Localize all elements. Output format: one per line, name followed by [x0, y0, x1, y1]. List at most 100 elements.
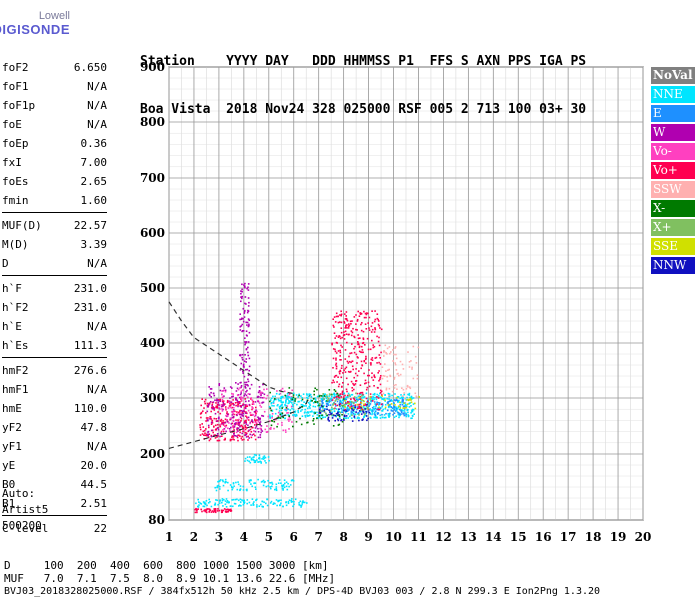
echo-point	[401, 411, 403, 414]
echo-point	[368, 405, 370, 408]
echo-point	[374, 318, 377, 321]
echo-point	[244, 343, 246, 346]
echo-point	[407, 351, 409, 353]
echo-point	[381, 403, 384, 405]
echo-point	[336, 404, 339, 407]
echo-point	[237, 499, 240, 502]
echo-point	[343, 419, 345, 421]
echo-point	[368, 316, 371, 319]
echo-point	[241, 323, 244, 326]
echo-point	[224, 426, 227, 428]
echo-point	[356, 400, 359, 402]
echo-point	[281, 412, 284, 415]
echo-point	[201, 433, 204, 435]
echo-point	[211, 429, 214, 432]
echo-point	[281, 414, 283, 416]
echo-point	[415, 395, 418, 397]
echo-point	[234, 435, 237, 437]
echo-point	[369, 413, 371, 415]
echo-point	[359, 392, 361, 395]
echo-point	[241, 439, 244, 441]
echo-point	[338, 397, 341, 399]
echo-point	[240, 292, 242, 295]
echo-point	[361, 391, 364, 394]
param-name: hmF2	[2, 364, 29, 377]
echo-point	[256, 504, 258, 506]
echo-point	[395, 369, 398, 371]
echo-point	[353, 336, 356, 339]
echo-point	[300, 403, 303, 406]
echo-point	[292, 425, 294, 428]
echo-point	[204, 429, 206, 432]
echo-point	[319, 406, 321, 408]
echo-point	[305, 405, 307, 407]
echo-point	[331, 411, 333, 414]
echo-point	[214, 508, 217, 510]
echo-point	[337, 376, 339, 378]
echo-point	[239, 409, 241, 412]
echo-point	[337, 321, 340, 324]
echo-point	[362, 411, 365, 414]
echo-point	[221, 408, 223, 410]
echo-point	[320, 397, 323, 400]
echo-point	[262, 458, 265, 460]
echo-point	[245, 330, 248, 332]
echo-point	[327, 418, 329, 420]
echo-point	[270, 424, 273, 427]
echo-point	[306, 393, 308, 395]
echo-point	[244, 285, 246, 287]
echo-point	[289, 401, 291, 403]
echo-point	[348, 407, 350, 410]
param-row: yF2 47.8	[2, 418, 107, 437]
echo-point	[264, 456, 267, 459]
echo-point	[337, 414, 339, 417]
echo-point	[328, 413, 330, 416]
echo-point	[390, 399, 393, 401]
echo-point	[348, 324, 351, 327]
y-tick-label: 700	[140, 171, 165, 185]
echo-point	[210, 435, 213, 438]
echo-point	[321, 402, 324, 404]
param-value: 6.650	[73, 61, 107, 74]
echo-point	[368, 329, 371, 331]
echo-point	[352, 327, 354, 330]
echo-point	[379, 363, 382, 365]
echo-point	[367, 312, 369, 315]
echo-point	[279, 417, 282, 419]
echo-point	[371, 398, 374, 401]
echo-point	[349, 415, 351, 418]
echo-point	[386, 409, 389, 412]
echo-point	[353, 351, 356, 354]
echo-point	[398, 374, 400, 377]
echo-point	[277, 415, 279, 417]
echo-point	[362, 396, 365, 399]
echo-point	[234, 423, 237, 426]
echo-point	[218, 439, 221, 442]
echo-point	[241, 297, 243, 300]
echo-point	[270, 409, 272, 412]
echo-point	[352, 409, 355, 412]
echo-point	[221, 498, 224, 500]
echo-point	[221, 501, 223, 504]
echo-point	[381, 413, 383, 416]
echo-point	[321, 414, 323, 416]
echo-point	[248, 357, 251, 360]
echo-point	[406, 398, 409, 401]
echo-point	[365, 382, 367, 384]
echo-point	[382, 351, 385, 353]
param-name: fxI	[2, 156, 22, 169]
echo-point	[383, 414, 386, 416]
echo-point	[363, 403, 365, 405]
echo-point	[270, 500, 273, 503]
echo-point	[225, 424, 228, 427]
echo-point	[402, 407, 404, 409]
echo-point	[247, 435, 249, 438]
param-row: D N/A	[2, 254, 107, 273]
echo-point	[258, 402, 261, 404]
echo-point	[232, 426, 234, 428]
echo-point	[350, 405, 353, 408]
echo-point	[257, 436, 260, 439]
echo-point	[350, 380, 353, 383]
echo-point	[316, 401, 319, 403]
echo-point	[409, 397, 412, 400]
